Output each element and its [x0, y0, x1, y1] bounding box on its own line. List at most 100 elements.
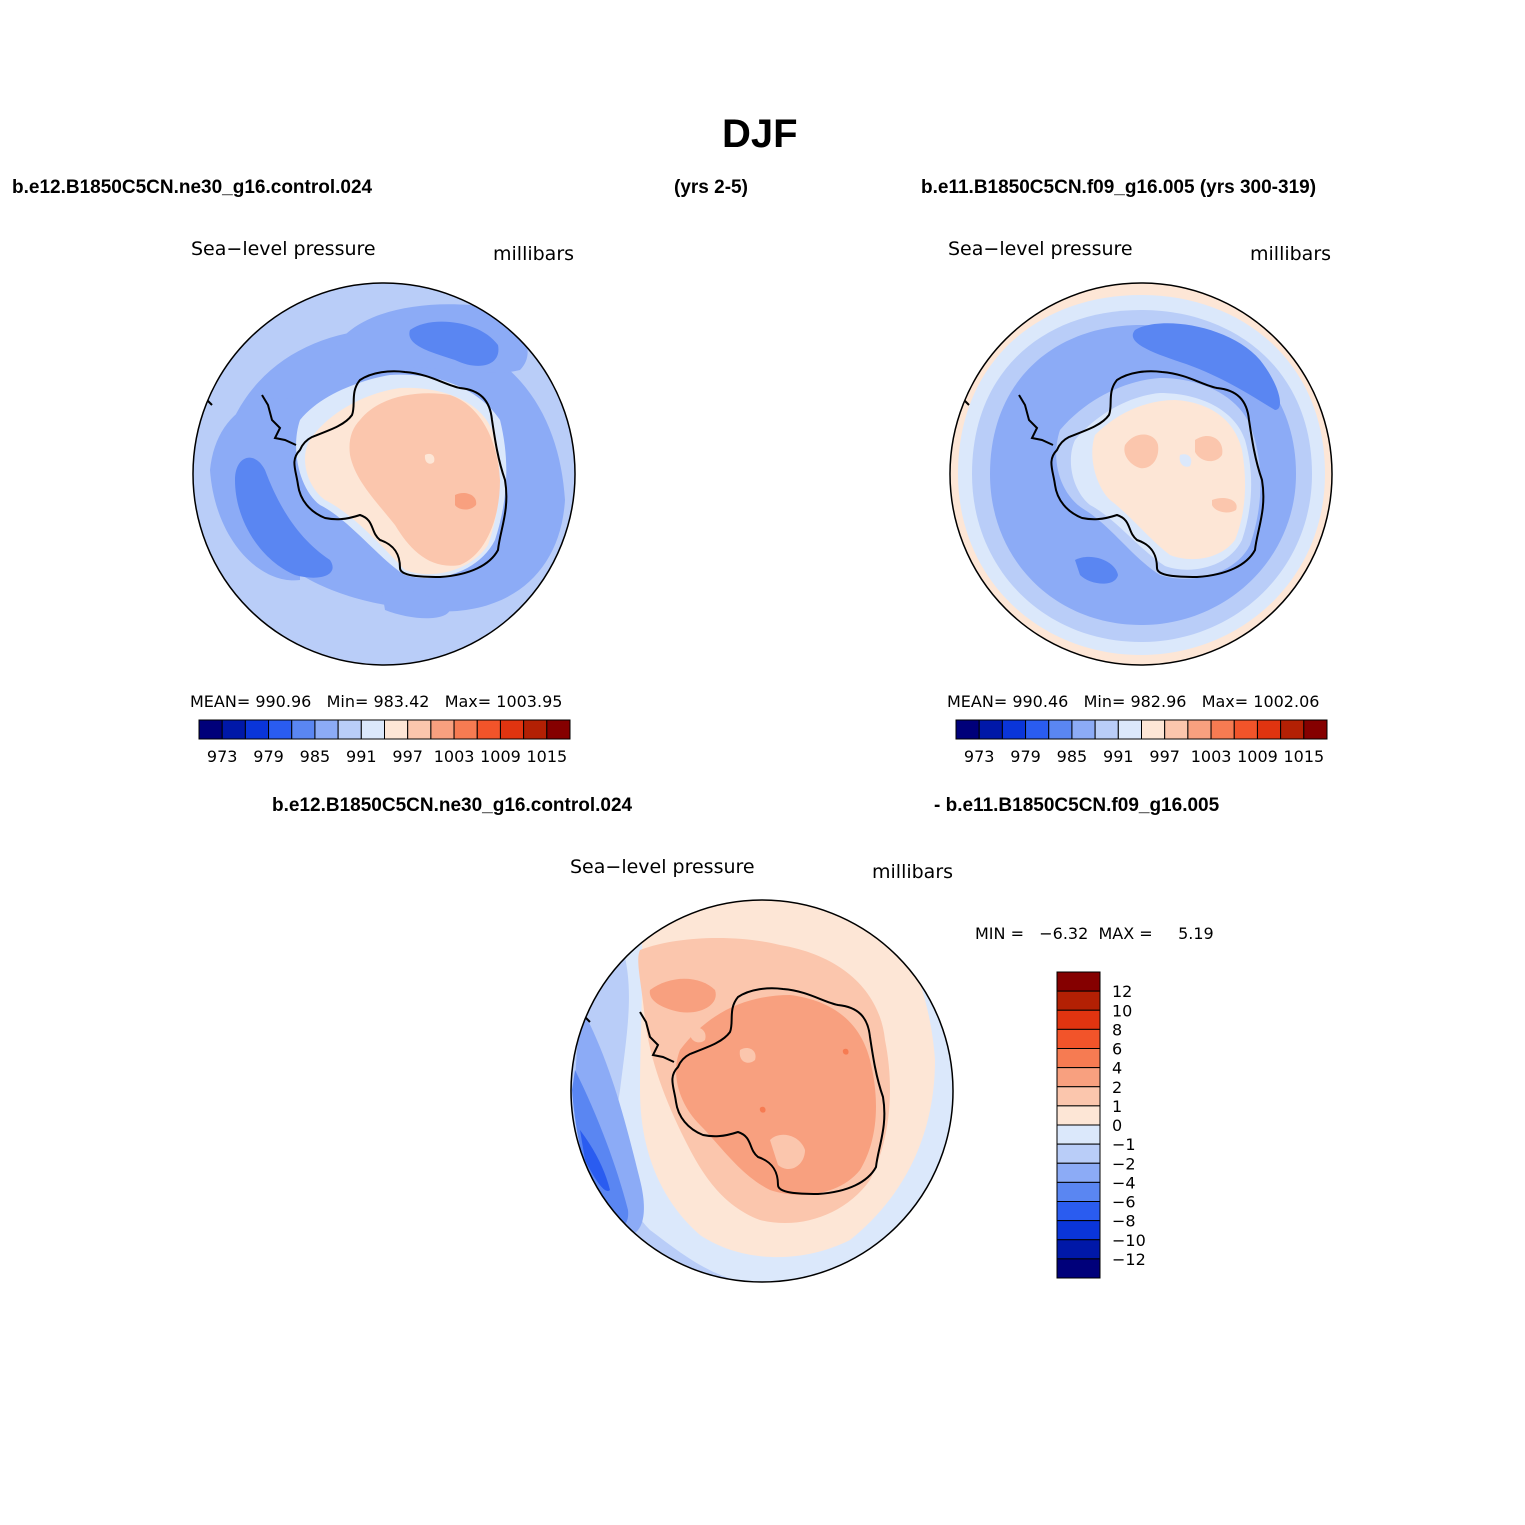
diff-colorbar-swatch — [1056, 971, 1101, 992]
diff-colorbar-tick-label: 0 — [1112, 1116, 1122, 1135]
panel2-colorbar-swatch — [1048, 719, 1073, 740]
panel2-colorbar-swatch — [1117, 719, 1142, 740]
panel2-colorbar-swatch — [1094, 719, 1119, 740]
panel1-map — [193, 283, 575, 665]
panel3-map — [571, 900, 953, 1282]
panel2-stats: MEAN= 990.46 Min= 982.96 Max= 1002.06 — [947, 692, 1320, 711]
panel1-colorbar-tick-label: 1009 — [480, 747, 521, 766]
panel2-colorbar-swatch — [1001, 719, 1027, 740]
diff-colorbar-tick-label: −4 — [1112, 1173, 1136, 1192]
panel2-colorbar-swatch — [1280, 719, 1305, 740]
panel1-map-border — [192, 282, 576, 666]
panel2-colorbar-swatch — [1141, 719, 1166, 740]
panel2-units: millibars — [1250, 243, 1332, 265]
diff-colorbar-tick-label: −12 — [1112, 1250, 1146, 1269]
diff-colorbar-tick-label: 6 — [1112, 1040, 1122, 1059]
diff-colorbar-tick-label: 8 — [1112, 1020, 1122, 1039]
panel2-colorbar-tick-label: 1009 — [1237, 747, 1278, 766]
panel3-map-border — [570, 899, 954, 1283]
diff-colorbar-tick-label: −8 — [1112, 1212, 1136, 1231]
panel1-variable: Sea−level pressure — [191, 238, 376, 260]
panel2-colorbar-swatch — [1210, 719, 1235, 740]
panel1-colorbar-swatch — [221, 719, 246, 740]
diff-colorbar-swatch — [1056, 1201, 1101, 1222]
diff-colorbar-tick-label: −1 — [1112, 1135, 1136, 1154]
panel2-colorbar-swatch — [1071, 719, 1096, 740]
diff-colorbar-swatch — [1056, 1105, 1101, 1126]
panel2-colorbar-tick-label: 1003 — [1191, 747, 1232, 766]
panel1-colorbar-swatch — [523, 719, 548, 740]
panel1-colorbar-tick-label: 985 — [300, 747, 331, 766]
panel1-colorbar-tick-label: 997 — [392, 747, 423, 766]
diff-colorbar-tick-label: −10 — [1112, 1231, 1146, 1250]
diff-colorbar-swatch — [1056, 1162, 1101, 1183]
diff-colorbar-swatch — [1056, 1143, 1101, 1164]
panel1-colorbar-swatch — [453, 719, 478, 740]
panel2-colorbar-tick-label: 1015 — [1283, 747, 1324, 766]
panel2-colorbar-tick-label: 973 — [964, 747, 995, 766]
diff-colorbar-swatch — [1056, 1086, 1101, 1107]
panel1-colorbar-swatch — [244, 719, 270, 740]
diff-colorbar-swatch — [1056, 1239, 1101, 1260]
panel1-colorbar-tick-label: 973 — [207, 747, 238, 766]
diff-case-a-label: b.e12.B1850C5CN.ne30_g16.control.024 — [272, 795, 633, 816]
case-right-label: b.e11.B1850C5CN.f09_g16.005 (yrs 300-319… — [921, 177, 1317, 198]
panel1-colorbar-swatch — [291, 719, 316, 740]
diff-colorbar-swatch — [1056, 1009, 1101, 1030]
figure-title: DJF — [722, 112, 798, 156]
panel2-colorbar-tick-label: 991 — [1103, 747, 1134, 766]
diff-case-b-label: - b.e11.B1850C5CN.f09_g16.005 — [934, 795, 1220, 816]
panel1-colorbar-swatch — [407, 719, 432, 740]
panel2-colorbar-tick-label: 985 — [1057, 747, 1088, 766]
panel2-map — [950, 283, 1332, 665]
panel1-colorbar-swatch — [360, 719, 385, 740]
diff-colorbar-swatch — [1056, 1124, 1101, 1145]
panel1-colorbar-tick-label: 991 — [346, 747, 377, 766]
diff-colorbar-tick-label: 12 — [1112, 982, 1132, 1001]
panel1-colorbar-swatch — [499, 719, 525, 740]
panel1-colorbar: 973 979 985 991 997 1003 1009 1015 — [198, 719, 571, 766]
panel2-colorbar-swatch — [978, 719, 1003, 740]
panel1-colorbar-swatch — [337, 719, 362, 740]
panel3-units: millibars — [872, 861, 954, 883]
panel1-units: millibars — [493, 243, 575, 265]
panel2-map-border — [949, 282, 1333, 666]
panel2-colorbar: 973 979 985 991 997 1003 1009 1015 — [955, 719, 1328, 766]
panel2-colorbar-swatch — [1303, 719, 1328, 740]
panel1-colorbar-swatch — [384, 719, 409, 740]
diff-colorbar-tick-label: −2 — [1112, 1154, 1136, 1173]
diff-colorbar-swatch — [1056, 1067, 1101, 1088]
diff-colorbar-swatch — [1056, 990, 1101, 1011]
panel1-colorbar-tick-label: 979 — [253, 747, 284, 766]
panel1-colorbar-swatch — [268, 719, 293, 740]
diff-colorbar-tick-label: 1 — [1112, 1097, 1122, 1116]
diff-colorbar-tick-label: −6 — [1112, 1193, 1136, 1212]
years-left-label: (yrs 2-5) — [674, 177, 748, 198]
panel2-variable: Sea−level pressure — [948, 238, 1133, 260]
panel3-stats: MIN = −6.32 MAX = 5.19 — [975, 924, 1214, 943]
panel2-colorbar-swatch — [1233, 719, 1258, 740]
panel1-colorbar-swatch — [198, 719, 223, 740]
diff-colorbar-tick-label: 2 — [1112, 1078, 1122, 1097]
panel2-colorbar-swatch — [955, 719, 980, 740]
panel2-colorbar-swatch — [1256, 719, 1282, 740]
panel2-colorbar-tick-label: 979 — [1010, 747, 1041, 766]
case-left-label: b.e12.B1850C5CN.ne30_g16.control.024 — [12, 177, 373, 198]
panel2-colorbar-tick-label: 997 — [1149, 747, 1180, 766]
diff-colorbar-swatch — [1056, 1048, 1101, 1069]
panel1-colorbar-swatch — [546, 719, 571, 740]
panel1-colorbar-swatch — [314, 719, 339, 740]
diff-colorbar-swatch — [1056, 1258, 1101, 1279]
panel1-colorbar-tick-label: 1003 — [434, 747, 475, 766]
diff-colorbar-swatch — [1056, 1181, 1101, 1202]
panel2-colorbar-swatch — [1025, 719, 1050, 740]
panel2-colorbar-swatch — [1187, 719, 1212, 740]
panel1-stats: MEAN= 990.96 Min= 983.42 Max= 1003.95 — [190, 692, 563, 711]
panel1-colorbar-swatch — [476, 719, 501, 740]
diff-colorbar-swatch — [1056, 1028, 1101, 1049]
diff-colorbar-swatch — [1056, 1220, 1101, 1241]
panel1-colorbar-swatch — [430, 719, 455, 740]
diff-colorbar-tick-label: 10 — [1112, 1001, 1132, 1020]
